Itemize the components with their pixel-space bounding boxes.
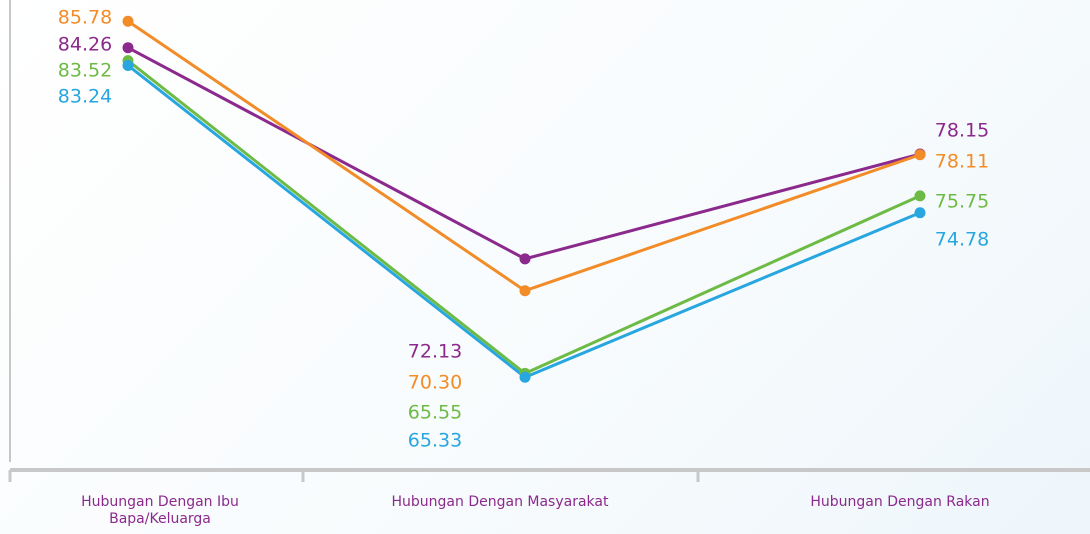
data-label: 65.55 [408, 402, 462, 424]
data-point [914, 190, 926, 202]
data-label: 65.33 [408, 430, 462, 452]
data-point [914, 149, 926, 161]
data-point [122, 42, 134, 54]
data-label: 70.30 [408, 372, 462, 394]
data-point [122, 59, 134, 71]
x-tick-label: Hubungan Dengan Rakan [810, 494, 990, 510]
data-point [122, 15, 134, 27]
data-label: 72.13 [408, 341, 462, 363]
data-label: 83.52 [58, 60, 112, 82]
data-label: 83.24 [58, 86, 112, 108]
x-tick-label: Hubungan Dengan Ibu Bapa/Keluarga [81, 494, 239, 527]
data-label: 78.11 [935, 151, 989, 173]
data-label: 85.78 [58, 7, 112, 29]
data-point [914, 207, 926, 219]
data-label: 74.78 [935, 229, 989, 251]
data-point [519, 371, 531, 383]
data-point [519, 285, 531, 297]
data-label: 78.15 [935, 120, 989, 142]
x-tick-label: Hubungan Dengan Masyarakat [391, 494, 609, 510]
data-label: 84.26 [58, 34, 112, 56]
data-point [519, 253, 531, 265]
series-line [127, 59, 921, 376]
data-label: 75.75 [935, 191, 989, 213]
